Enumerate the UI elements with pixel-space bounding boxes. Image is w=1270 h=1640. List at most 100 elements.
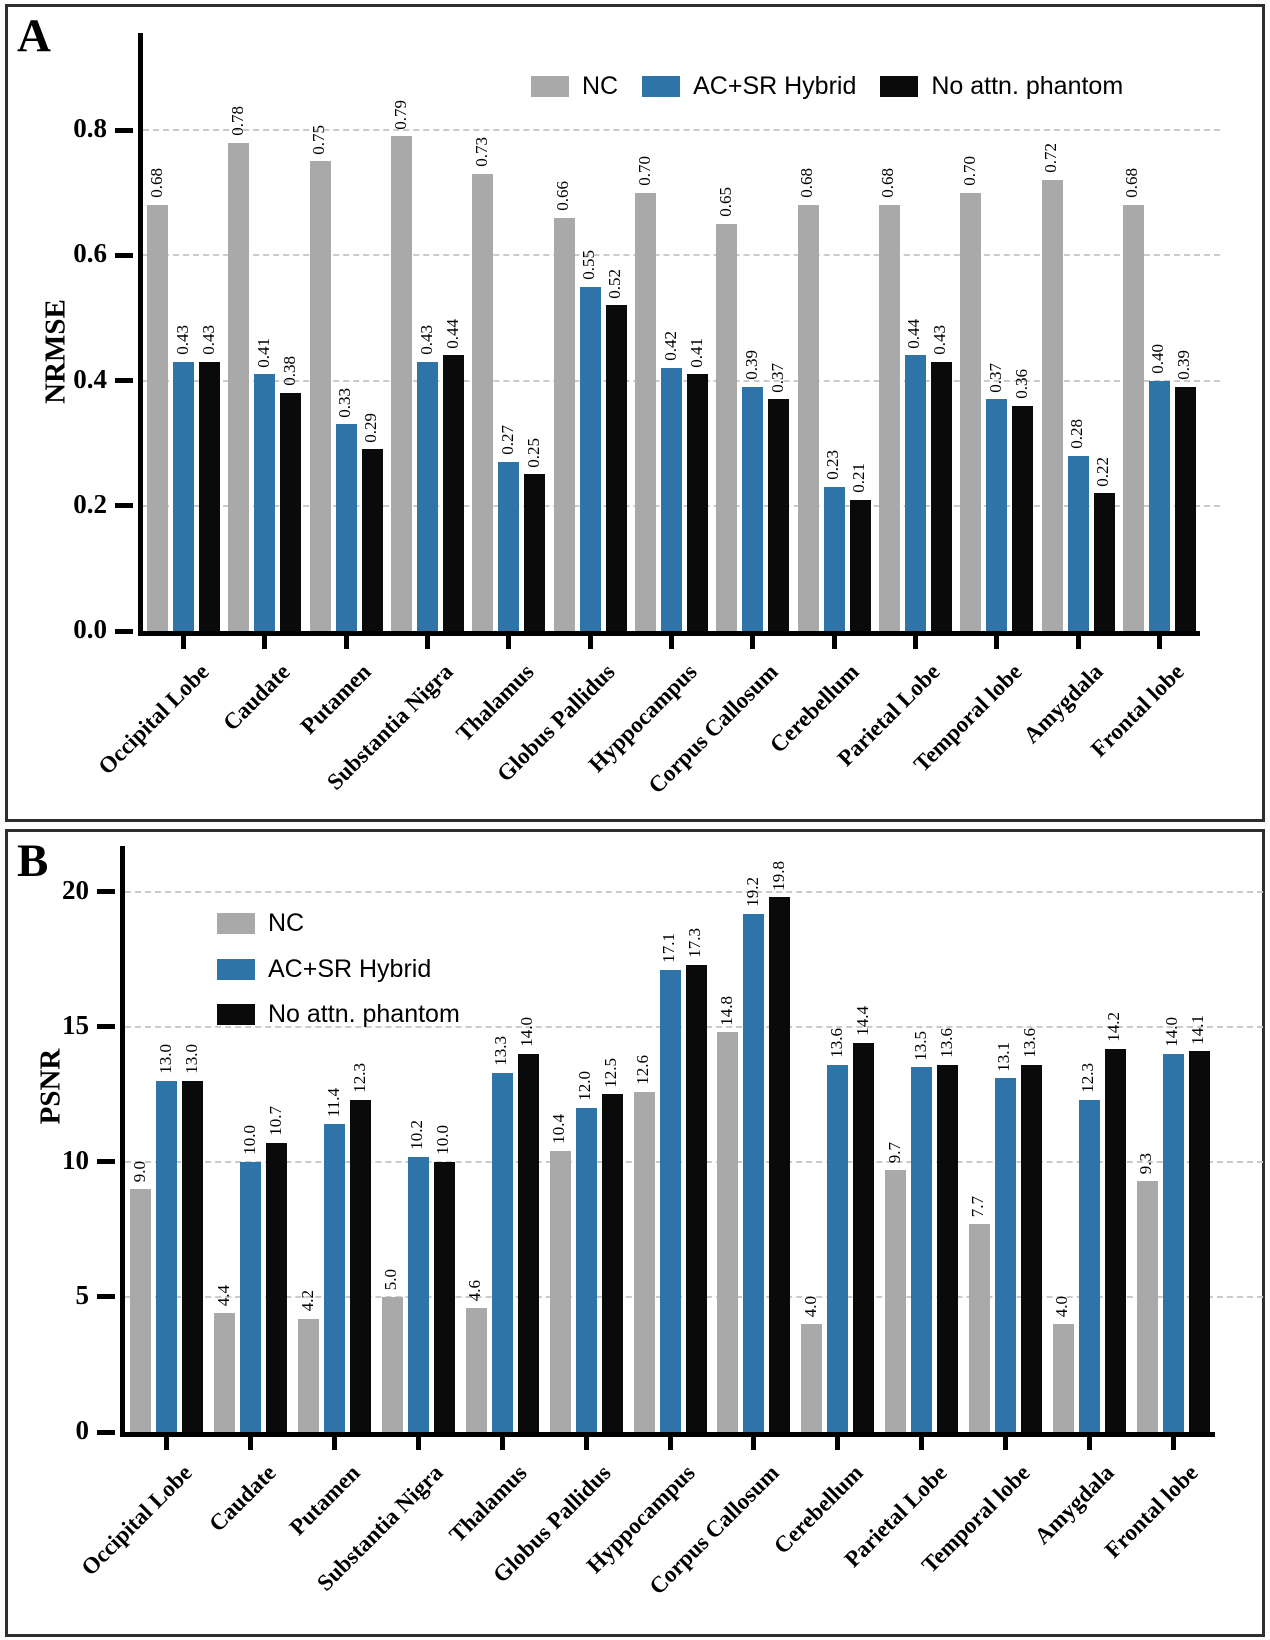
- bar-nc: [553, 217, 575, 631]
- bar-value-label: 0.36: [1011, 368, 1031, 399]
- x-axis-tick: [1170, 1432, 1176, 1450]
- bar-value-label: 0.79: [390, 99, 410, 130]
- panel-a-letter: A: [17, 10, 51, 62]
- bar-ac-sr-hybrid: [986, 399, 1008, 631]
- bar-no-attn-phantom: [937, 1064, 959, 1432]
- bar-value-label: 4.4: [213, 1284, 233, 1307]
- legend: NC AC+SR Hybrid No attn. phantom: [531, 72, 1124, 101]
- bar-value-label: 9.0: [129, 1160, 149, 1182]
- bar-value-label: 14.4: [852, 1006, 872, 1037]
- x-axis-category-label: Caudate: [218, 659, 295, 736]
- bar-value-label: 0.44: [904, 318, 924, 349]
- x-axis-tick: [248, 1432, 254, 1450]
- bar-nc: [797, 205, 819, 631]
- bar-ac-sr-hybrid: [911, 1067, 933, 1432]
- bar-nc: [381, 1296, 403, 1432]
- bar-nc: [968, 1224, 990, 1432]
- x-axis-tick: [425, 631, 431, 649]
- x-axis-tick: [164, 1432, 170, 1450]
- bar-no-attn-phantom: [361, 449, 383, 631]
- bar-value-label: 13.5: [910, 1030, 930, 1061]
- legend-swatch-no-attn-phantom: [217, 1004, 255, 1026]
- y-axis-tick: [115, 628, 133, 634]
- bar-value-label: 10.4: [549, 1114, 569, 1145]
- bar-value-label: 0.68: [878, 168, 898, 199]
- bar-value-label: 0.41: [253, 337, 273, 368]
- y-axis-tick-label: 20: [62, 874, 89, 905]
- x-axis-tick: [332, 1432, 338, 1450]
- legend-swatch-ac-sr-hybrid: [642, 76, 681, 98]
- bar-no-attn-phantom: [1104, 1048, 1126, 1432]
- x-axis-tick: [669, 631, 674, 649]
- bar-value-label: 0.65: [715, 187, 735, 217]
- bar-value-label: 12.3: [1078, 1063, 1098, 1093]
- bar-nc: [1052, 1323, 1074, 1432]
- legend-label: No attn. phantom: [931, 72, 1124, 100]
- y-axis-tick-label: 0.2: [73, 488, 107, 519]
- legend: NC AC+SR Hybrid No attn. phantom: [217, 909, 460, 1029]
- bar-value-label: 13.3: [491, 1036, 511, 1066]
- bar-value-label: 14.0: [1162, 1017, 1182, 1047]
- bar-nc: [1136, 1180, 1158, 1432]
- bar-value-label: 4.0: [1052, 1295, 1072, 1317]
- bar-value-label: 0.37: [985, 362, 1005, 393]
- bar-value-label: 0.78: [227, 105, 247, 136]
- bar-no-attn-phantom: [849, 499, 871, 631]
- x-axis-tick: [262, 631, 268, 649]
- bar-value-label: 4.0: [800, 1295, 820, 1317]
- y-axis-tick-label: 0.4: [73, 363, 107, 394]
- x-axis-category-label: Putamen: [295, 659, 376, 740]
- bar-value-label: 0.43: [198, 325, 218, 355]
- bar-value-label: 0.22: [1093, 456, 1113, 487]
- bar-value-label: 0.68: [797, 168, 817, 199]
- bar-ac-sr-hybrid: [827, 1064, 849, 1432]
- bar-ac-sr-hybrid: [324, 1124, 346, 1432]
- bar-no-attn-phantom: [1093, 493, 1115, 631]
- bar-value-label: 19.2: [742, 876, 762, 907]
- bar-nc: [472, 173, 494, 631]
- bar-value-label: 0.42: [660, 331, 680, 362]
- bar-no-attn-phantom: [1174, 386, 1196, 631]
- bar-value-label: 0.55: [579, 249, 599, 280]
- bar-value-label: 0.37: [767, 362, 787, 393]
- x-axis-category-label: Putamen: [284, 1460, 365, 1541]
- legend-label: NC: [582, 72, 619, 100]
- bar-value-label: 0.21: [849, 462, 869, 493]
- bar-no-attn-phantom: [768, 399, 790, 631]
- y-axis-tick: [115, 378, 133, 384]
- bar-value-label: 0.68: [146, 168, 166, 199]
- bar-value-label: 13.0: [155, 1044, 175, 1074]
- bar-nc: [309, 161, 331, 631]
- bar-value-label: 12.0: [575, 1071, 595, 1101]
- panel-b-psnr: B PSNR 0 5 10 15 20 9.0 13.0 13.0 Occipital Lobe…: [5, 829, 1265, 1637]
- bar-nc: [1122, 205, 1144, 631]
- legend-item-nc: NC: [217, 909, 304, 938]
- bar-value-label: 0.40: [1148, 343, 1168, 374]
- x-axis-tick: [415, 1432, 421, 1450]
- x-axis-tick: [751, 1432, 757, 1450]
- bar-value-label: 0.28: [1067, 418, 1087, 449]
- gridline: [143, 254, 1220, 257]
- legend-swatch-no-attn-phantom: [880, 76, 919, 98]
- y-axis-tick: [115, 503, 133, 509]
- bar-ac-sr-hybrid: [1078, 1099, 1100, 1432]
- x-axis-tick: [919, 1432, 925, 1450]
- bar-value-label: 4.2: [297, 1290, 317, 1312]
- bar-value-label: 13.6: [1020, 1028, 1040, 1058]
- bar-nc: [147, 205, 169, 631]
- bar-ac-sr-hybrid: [823, 486, 845, 631]
- x-axis-tick: [1002, 1432, 1008, 1450]
- y-axis-tick: [97, 1024, 115, 1030]
- bar-no-attn-phantom: [182, 1080, 204, 1432]
- x-axis-category-label: Occipital Lobe: [93, 659, 214, 780]
- bar-value-label: 14.2: [1104, 1011, 1124, 1042]
- panel-b-plot-area: 0 5 10 15 20 9.0 13.0 13.0 Occipital Lobe 4.4 10.0…: [62, 846, 1263, 1599]
- bar-value-label: 0.75: [309, 124, 329, 155]
- bar-value-label: 10.0: [433, 1125, 453, 1155]
- bar-ac-sr-hybrid: [491, 1072, 513, 1432]
- bar-ac-sr-hybrid: [575, 1107, 597, 1432]
- bar-value-label: 0.52: [605, 268, 625, 299]
- bar-value-label: 0.39: [1174, 350, 1194, 380]
- bar-value-label: 0.43: [416, 325, 436, 355]
